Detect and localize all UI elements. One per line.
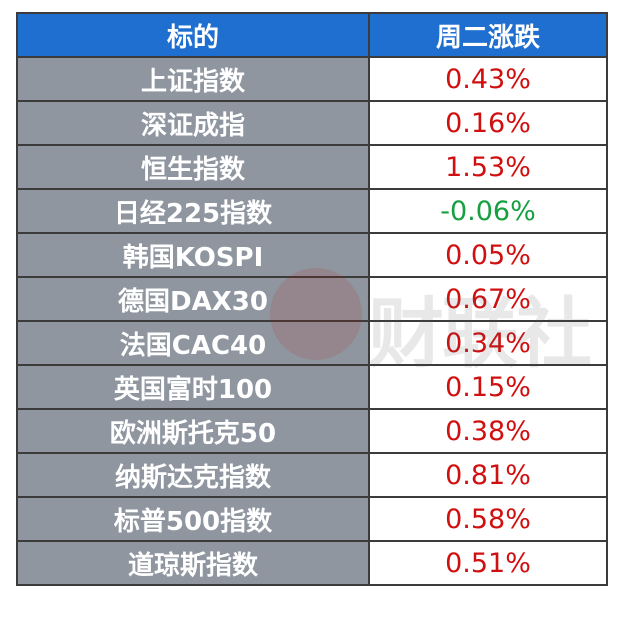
change-value-cell: 0.81% bbox=[368, 452, 608, 498]
market-table: 标的 周二涨跌 上证指数 0.43% 深证成指 0.16% 恒生指数 1.53% 日经225… bbox=[16, 12, 608, 586]
index-name-cell: 日经225指数 bbox=[16, 188, 370, 234]
table-row: 深证成指 0.16% bbox=[16, 100, 608, 146]
index-name-cell: 英国富时100 bbox=[16, 364, 370, 410]
change-value-cell: 0.43% bbox=[368, 56, 608, 102]
table-row: 日经225指数 -0.06% bbox=[16, 188, 608, 234]
header-name: 标的 bbox=[16, 12, 370, 58]
change-value-cell: 0.38% bbox=[368, 408, 608, 454]
table-row: 法国CAC40 0.34% bbox=[16, 320, 608, 366]
change-value-cell: 0.34% bbox=[368, 320, 608, 366]
change-value-cell: 0.51% bbox=[368, 540, 608, 586]
index-name-cell: 标普500指数 bbox=[16, 496, 370, 542]
index-name-cell: 深证成指 bbox=[16, 100, 370, 146]
change-value-cell: -0.06% bbox=[368, 188, 608, 234]
index-name-cell: 道琼斯指数 bbox=[16, 540, 370, 586]
table-row: 道琼斯指数 0.51% bbox=[16, 540, 608, 586]
change-value-cell: 0.58% bbox=[368, 496, 608, 542]
index-name-cell: 欧洲斯托克50 bbox=[16, 408, 370, 454]
index-name-cell: 上证指数 bbox=[16, 56, 370, 102]
table-row: 韩国KOSPI 0.05% bbox=[16, 232, 608, 278]
change-value-cell: 0.15% bbox=[368, 364, 608, 410]
table-row: 标普500指数 0.58% bbox=[16, 496, 608, 542]
index-name-cell: 法国CAC40 bbox=[16, 320, 370, 366]
change-value-cell: 0.16% bbox=[368, 100, 608, 146]
table-row: 英国富时100 0.15% bbox=[16, 364, 608, 410]
table-row: 德国DAX30 0.67% bbox=[16, 276, 608, 322]
table-header-row: 标的 周二涨跌 bbox=[16, 12, 608, 58]
index-name-cell: 纳斯达克指数 bbox=[16, 452, 370, 498]
table-row: 上证指数 0.43% bbox=[16, 56, 608, 102]
header-change: 周二涨跌 bbox=[368, 12, 608, 58]
index-name-cell: 恒生指数 bbox=[16, 144, 370, 190]
table-body: 上证指数 0.43% 深证成指 0.16% 恒生指数 1.53% 日经225指数 -0.06%… bbox=[16, 56, 608, 586]
change-value-cell: 1.53% bbox=[368, 144, 608, 190]
index-name-cell: 韩国KOSPI bbox=[16, 232, 370, 278]
index-name-cell: 德国DAX30 bbox=[16, 276, 370, 322]
table-row: 欧洲斯托克50 0.38% bbox=[16, 408, 608, 454]
change-value-cell: 0.67% bbox=[368, 276, 608, 322]
change-value-cell: 0.05% bbox=[368, 232, 608, 278]
table-row: 纳斯达克指数 0.81% bbox=[16, 452, 608, 498]
table-row: 恒生指数 1.53% bbox=[16, 144, 608, 190]
